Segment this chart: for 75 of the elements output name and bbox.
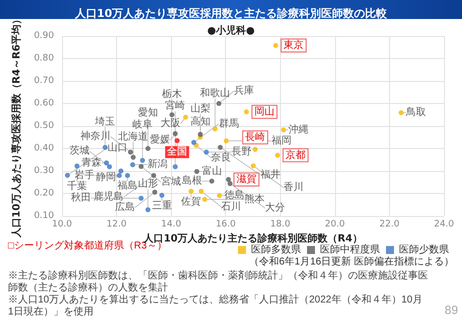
data-label: 青森 <box>81 156 102 168</box>
chart-subtitle: ●小児科● <box>207 24 255 36</box>
data-label: 熊本 <box>244 192 265 205</box>
data-label: 徳島 <box>224 189 244 202</box>
data-label: 愛媛 <box>150 134 170 146</box>
data-label: 栃木 <box>162 88 182 100</box>
data-label: 佐賀 <box>181 195 202 208</box>
x-tick-label: 12.0 <box>106 220 127 230</box>
data-label: 鳥取 <box>405 106 426 118</box>
y-tick-label: 0.50 <box>34 121 54 131</box>
data-label: 愛知 <box>138 106 158 118</box>
data-label: 大阪 <box>160 117 181 130</box>
data-label: 岩手 <box>74 169 94 181</box>
data-label: 福島 <box>117 180 138 192</box>
data-label: 秋田 <box>71 192 92 204</box>
data-label: 茨城 <box>69 144 90 157</box>
x-tick-label: 10.0 <box>52 220 72 230</box>
data-label: 宮崎 <box>165 100 186 112</box>
legend-label: 医師少数県 <box>399 244 449 256</box>
y-tick-label: 0.80 <box>34 54 54 64</box>
data-label: 神奈川 <box>80 130 110 142</box>
data-label: 山形 <box>138 178 158 190</box>
x-tick-label: 16.0 <box>216 220 236 230</box>
annotation: 滋賀 <box>236 173 256 186</box>
y-tick-label: 0.70 <box>34 76 54 86</box>
data-label: 新潟 <box>148 158 168 170</box>
data-label: 和歌山 <box>200 86 230 99</box>
data-label: 鹿児島 <box>94 190 124 202</box>
data-label: 全国 <box>166 146 188 158</box>
chart-title: 人口10万人あたり専攻医採用数と主たる診療科別医師数の比較 <box>74 7 388 20</box>
y-tick-label: 0.30 <box>34 166 54 176</box>
data-label: 香川 <box>283 180 304 193</box>
data-label: 石川 <box>221 200 242 212</box>
data-label: 静岡 <box>96 171 116 183</box>
text: ※主たる診療科別医師数は、「医師・歯科医師・薬剤師統計」（令和４年）の医療施設従事医師数（主たる診療科）の人数を集計 <box>8 270 428 294</box>
y-tick-label: 0.60 <box>34 98 54 108</box>
data-label: 岐阜 <box>132 118 152 130</box>
data-label: 富山 <box>202 164 222 177</box>
legend-label: 医師多数県 <box>251 244 301 256</box>
data-label: 宮城 <box>161 176 182 188</box>
y-tick-label: 0.20 <box>34 188 54 198</box>
x-tick-label: 22.0 <box>379 220 400 230</box>
data-label: 三重 <box>152 199 172 212</box>
data-label: 大分 <box>265 202 286 214</box>
data-label: 広島 <box>114 201 135 214</box>
text: ※人口10万人あたりを算出するに当たっては、総務省「人口推計（2022年（令和４年）10月1日現在）」を使用 <box>8 294 422 318</box>
data-label: 埼玉 <box>94 115 116 128</box>
x-tick-label: 18.0 <box>270 220 291 230</box>
annotation: 岡山 <box>254 105 274 118</box>
y-tick-label: 0.90 <box>34 31 54 41</box>
legend-label: 医師中程度県 <box>320 244 380 256</box>
text: （令和6年1月16日更新 医師偏在指標による） <box>248 256 454 268</box>
data-label: 福井 <box>260 168 280 180</box>
x-tick-label: 20.0 <box>324 220 346 230</box>
data-label: 長野 <box>231 146 252 158</box>
y-tick-label: 0.40 <box>34 144 54 154</box>
x-tick-label: 24.0 <box>434 220 454 230</box>
y-tick-label: 0.10 <box>34 211 54 221</box>
data-label: 福岡 <box>271 134 292 146</box>
data-label: 島根 <box>182 174 202 187</box>
text: 89 <box>444 303 458 317</box>
annotation: 東京 <box>284 38 304 51</box>
data-label: 山梨 <box>190 102 210 114</box>
y-axis-title: 人口10万人あたり専攻医採用数（R4～R6平均） <box>10 14 23 239</box>
annotation: 京都 <box>286 148 306 161</box>
data-label: 沖縄 <box>288 123 309 136</box>
data-label: 北海道 <box>118 130 148 142</box>
data-label: 奈良 <box>211 151 232 164</box>
data-label: 高知 <box>190 115 210 128</box>
x-tick-label: 14.0 <box>161 220 182 230</box>
data-label: 千葉 <box>67 180 88 192</box>
data-label: 山口 <box>107 141 128 154</box>
data-label: 群馬 <box>218 117 239 130</box>
data-label: 兵庫 <box>234 84 254 96</box>
annotation: 長崎 <box>245 130 266 143</box>
